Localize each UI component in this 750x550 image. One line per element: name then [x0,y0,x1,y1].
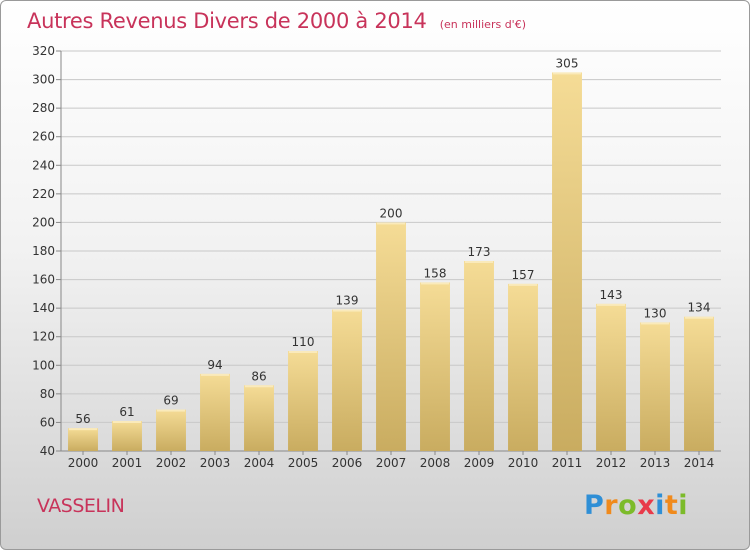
bar [332,309,362,451]
data-label: 200 [380,206,403,220]
bar-highlight [421,282,449,285]
y-tick-label: 60 [40,415,55,429]
y-tick-label: 80 [40,387,55,401]
data-label: 158 [424,266,447,280]
title-subtitle: (en milliers d'€) [439,18,526,31]
data-label: 86 [251,369,266,383]
x-tick-label: 2002 [156,456,187,470]
bar-highlight [377,222,405,225]
y-tick-label: 140 [32,301,55,315]
bar-highlight [201,373,229,376]
title-main: Autres Revenus Divers de 2000 à 2014 [27,9,427,33]
bar-highlight [157,409,185,412]
data-label: 61 [119,405,134,419]
data-label: 173 [468,245,491,259]
y-tick-label: 220 [32,187,55,201]
bar-highlight [289,351,317,353]
logo-letter: t [664,490,679,521]
logo-letter: i [655,490,665,521]
data-labels: 56 61 69 94 86 110 139 200 158 173 157 305 143 130 134 [75,56,710,426]
x-tick-label: 2000 [68,456,99,470]
x-tick-label: 2003 [200,456,231,470]
bar [156,409,186,451]
data-label: 143 [600,288,623,302]
bar-highlight [641,322,669,325]
chart-title: Autres Revenus Divers de 2000 à 2014 (en… [27,9,526,33]
logo-letter: r [604,490,619,521]
bar [508,283,538,451]
y-tick-label: 320 [32,44,55,58]
x-tick-label: 2001 [112,456,143,470]
bar-highlight [69,428,97,431]
bar-highlight [597,303,625,306]
data-label: 69 [163,394,178,408]
x-tick-label: 2007 [376,456,407,470]
bar-highlight [509,283,537,286]
data-label: 139 [336,294,359,308]
x-tick-label: 2012 [596,456,627,470]
bar [420,282,450,451]
x-tick-label: 2005 [288,456,319,470]
bar [112,421,142,451]
bar [288,351,318,451]
bars [68,72,714,451]
data-label: 134 [688,301,711,315]
y-tick-label: 100 [32,358,55,372]
bar [552,72,582,451]
bar [244,385,274,451]
data-label: 94 [207,358,222,372]
x-tick-label: 2011 [552,456,583,470]
logo-letter: P [584,490,605,521]
bar [464,261,494,451]
bar-highlight [553,72,581,75]
bar [596,303,626,451]
bar [68,428,98,451]
y-tick-label: 300 [32,73,55,87]
bar-highlight [245,385,273,388]
logo-letter: x [637,490,656,521]
y-tick-label: 280 [32,101,55,115]
x-tick-label: 2008 [420,456,451,470]
data-label: 110 [292,335,315,349]
y-tick-label: 180 [32,244,55,258]
y-tick-label: 40 [40,444,55,458]
x-tick-label: 2013 [640,456,671,470]
proxiti-logo: Proxiti [584,490,688,521]
y-tick-label: 240 [32,158,55,172]
data-label: 56 [75,412,90,426]
bar [640,322,670,451]
logo-letter: i [678,490,689,521]
bar-highlight [113,421,141,423]
bar [684,316,714,451]
commune-name: VASSELIN [37,495,125,517]
x-tick-label: 2006 [332,456,363,470]
data-label: 157 [512,268,535,282]
y-tick-label: 200 [32,215,55,229]
bar [376,222,406,451]
x-tick-label: 2010 [508,456,539,470]
x-tick-label: 2009 [464,456,495,470]
logo-letter: o [618,490,638,521]
x-tick-labels: 2000 2001 2002 2003 2004 2005 2006 2007 2008 2009… [68,456,715,470]
x-tick-label: 2014 [684,456,715,470]
y-tick-labels: 40 60 80 100 120 140 160 180 200 220 240 260 280 300 3… [32,44,55,458]
bar [200,373,230,451]
y-tick-label: 160 [32,273,55,287]
y-tick-label: 120 [32,330,55,344]
bar-highlight [465,261,493,263]
bar-highlight [333,309,361,312]
x-tick-label: 2004 [244,456,275,470]
data-label: 305 [556,56,579,70]
data-label: 130 [644,306,667,320]
y-tick-label: 260 [32,130,55,144]
bar-highlight [685,316,713,319]
